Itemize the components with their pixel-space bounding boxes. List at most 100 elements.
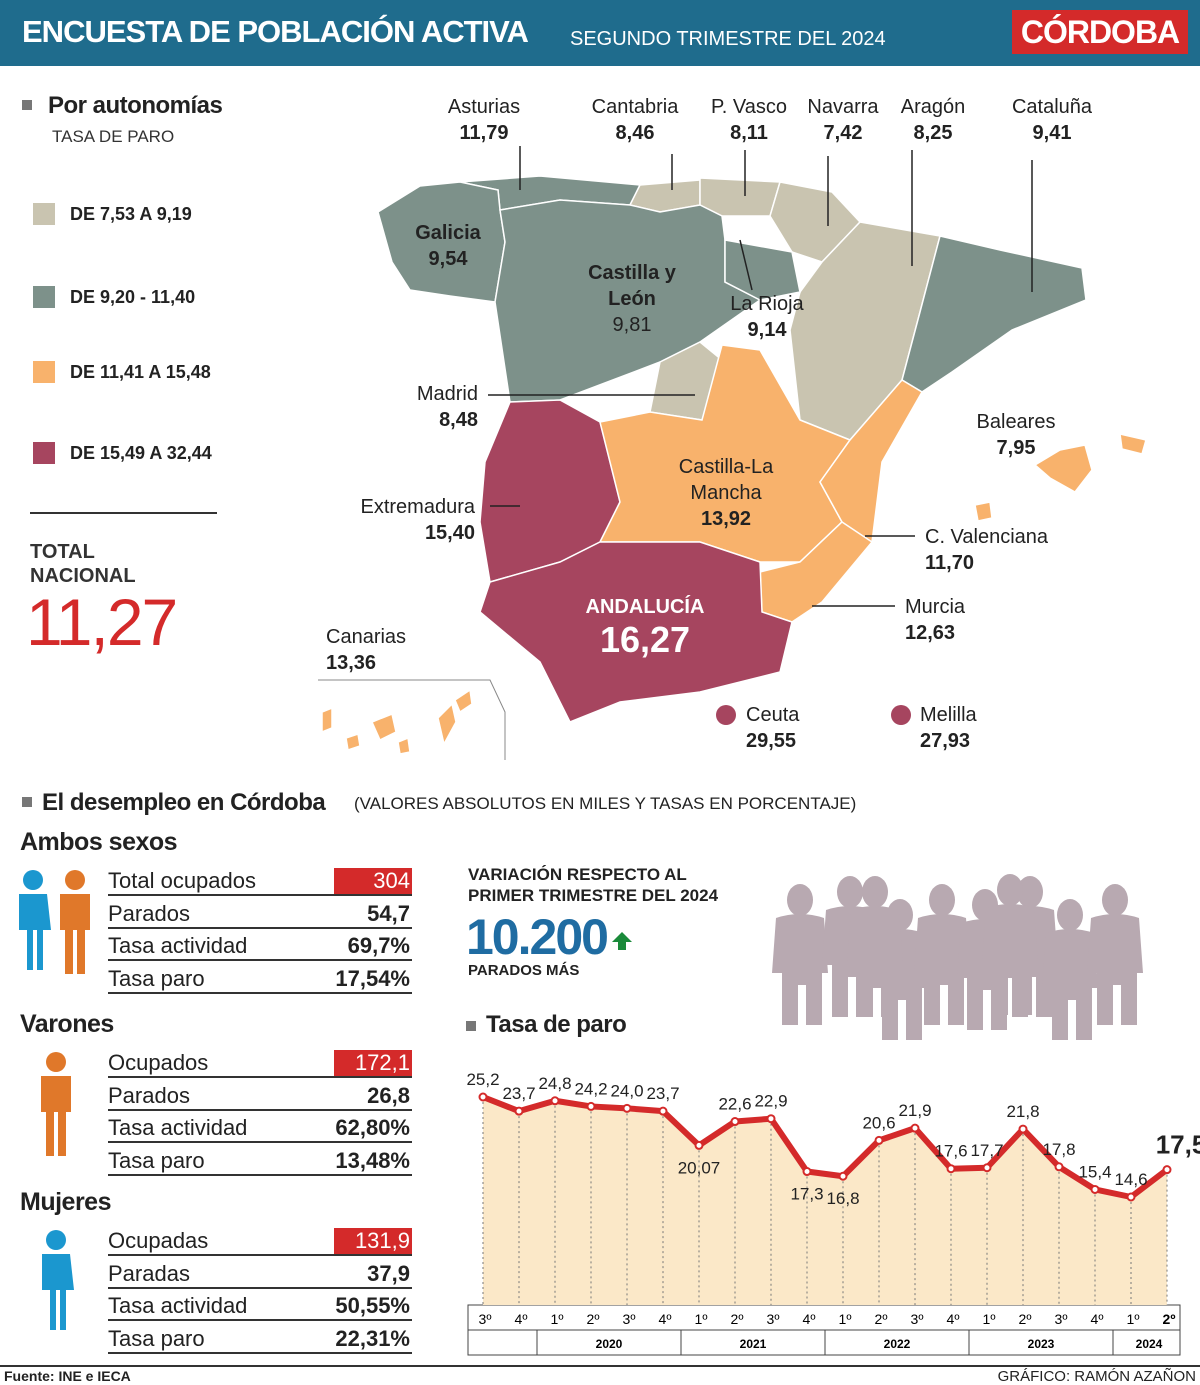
region-name: P. Vasco (711, 96, 787, 118)
region-name: Canarias (326, 626, 407, 648)
icon-body (41, 1076, 71, 1156)
region-label: ANDALUCÍA 16,27 (545, 594, 745, 660)
legend-swatch (33, 361, 55, 383)
region-label: Canarias 13,36 (326, 624, 526, 676)
icon-head (65, 870, 85, 890)
x-tick-label: 2º (731, 1311, 744, 1327)
value-label: 24,8 (538, 1074, 571, 1093)
region-value: 13,92 (700, 508, 752, 530)
region-value: 7,95 (996, 437, 1036, 459)
region-label: Aragón 8,25 (833, 94, 1033, 146)
year-label: 2023 (1028, 1337, 1055, 1351)
region-shape (321, 706, 333, 734)
value-label: 20,07 (678, 1158, 721, 1177)
legend-swatch (33, 442, 55, 464)
region-shape (974, 501, 993, 522)
x-tick-label: 3º (479, 1311, 492, 1327)
silhouette-body (1087, 914, 1143, 1025)
chart-title: Tasa de paro (486, 1011, 627, 1038)
point (1054, 1162, 1064, 1172)
region-name: Ceuta (746, 704, 800, 726)
bullet (22, 797, 32, 807)
up-arrow (612, 932, 632, 950)
region-label: Cataluña 9,41 (952, 94, 1152, 146)
silhouette-body (914, 914, 970, 1025)
legend-label: DE 11,41 A 15,48 (70, 362, 211, 382)
group-title: Varones (20, 1010, 114, 1038)
region-name: Melilla (920, 704, 977, 726)
x-tick-label: 2º (587, 1311, 600, 1327)
x-tick-label: 4º (659, 1311, 672, 1327)
icon-head (23, 870, 43, 890)
row-label: Tasa paro (108, 1147, 205, 1173)
point (766, 1114, 776, 1124)
region-value: 8,11 (730, 122, 768, 144)
table-row: Total ocupados 304 (108, 864, 412, 896)
icon-head (46, 1052, 66, 1072)
table-row: Ocupados 172,1 (108, 1046, 412, 1078)
footer-source: Fuente: INE e IECA (4, 1368, 131, 1384)
silhouette-head (929, 884, 955, 916)
group-title: Mujeres (20, 1188, 111, 1216)
value-label: 22,6 (718, 1095, 751, 1114)
row-value: 54,7 (367, 900, 410, 926)
region-value: 9,41 (1032, 122, 1072, 144)
footer-credit: GRÁFICO: RAMÓN AZAÑON (997, 1368, 1196, 1385)
legend-swatch (33, 203, 55, 225)
x-tick-label: 1º (695, 1311, 708, 1327)
region-value: 11,79 (459, 122, 509, 144)
region-name: Cataluña (1011, 96, 1093, 118)
row-label: Parados (108, 1082, 190, 1108)
value-label: 22,9 (754, 1092, 787, 1111)
bullet (466, 1021, 476, 1031)
row-label: Tasa actividad (108, 1115, 248, 1140)
bullet (22, 100, 32, 110)
silhouette-head (862, 876, 888, 908)
region-name: Castilla y León (588, 262, 676, 310)
row-value: 13,48% (335, 1147, 410, 1173)
value-label: 17,6 (934, 1142, 967, 1161)
region-value: 9,81 (612, 314, 652, 336)
table-row: Ocupadas 131,9 (108, 1224, 412, 1256)
region-value: 8,46 (615, 122, 655, 144)
header-bar (0, 0, 1200, 66)
region-value: 11,70 (925, 552, 974, 574)
region-dot (891, 705, 911, 725)
region-label: C. Valenciana 11,70 (925, 524, 1125, 576)
region-shape (1119, 433, 1147, 455)
point (550, 1096, 560, 1106)
variation-caption: PARADOS MÁS (468, 962, 580, 979)
canarias-frame (318, 679, 506, 760)
region-name: Murcia (905, 596, 966, 618)
point (658, 1106, 668, 1116)
region-label: Baleares 7,95 (916, 409, 1116, 461)
table-row: Parados 54,7 (108, 897, 412, 929)
value-label: 21,9 (898, 1101, 931, 1120)
x-tick-label: 4º (803, 1311, 816, 1327)
region-name: ANDALUCÍA (585, 596, 705, 618)
region-name: Castilla-La Mancha (678, 456, 774, 504)
value-label: 15,4 (1078, 1162, 1111, 1181)
value-label: 24,2 (574, 1079, 607, 1098)
section-note: (VALORES ABSOLUTOS EN MILES Y TASAS EN P… (354, 794, 857, 813)
point (1162, 1165, 1172, 1175)
value-label: 23,7 (646, 1084, 679, 1103)
point (1018, 1124, 1028, 1134)
region-shape (437, 702, 457, 747)
point (514, 1106, 524, 1116)
point (586, 1101, 596, 1111)
silhouette-head (1017, 876, 1043, 908)
region-label: Navarra 7,42 (743, 94, 943, 146)
table-row: Tasa actividad 50,55% (108, 1289, 412, 1321)
x-tick-label: 2º (875, 1311, 888, 1327)
region-value: 27,93 (920, 730, 971, 752)
region-shape (479, 541, 793, 723)
region-name: Cantabria (591, 96, 679, 118)
region-value: 16,27 (599, 619, 691, 660)
point (946, 1164, 956, 1174)
region-shape (397, 736, 411, 755)
row-value: 62,80% (335, 1115, 410, 1140)
value-label: 25,2 (466, 1070, 499, 1089)
value-label: 17,8 (1042, 1140, 1075, 1159)
region-value: 12,63 (905, 622, 956, 644)
